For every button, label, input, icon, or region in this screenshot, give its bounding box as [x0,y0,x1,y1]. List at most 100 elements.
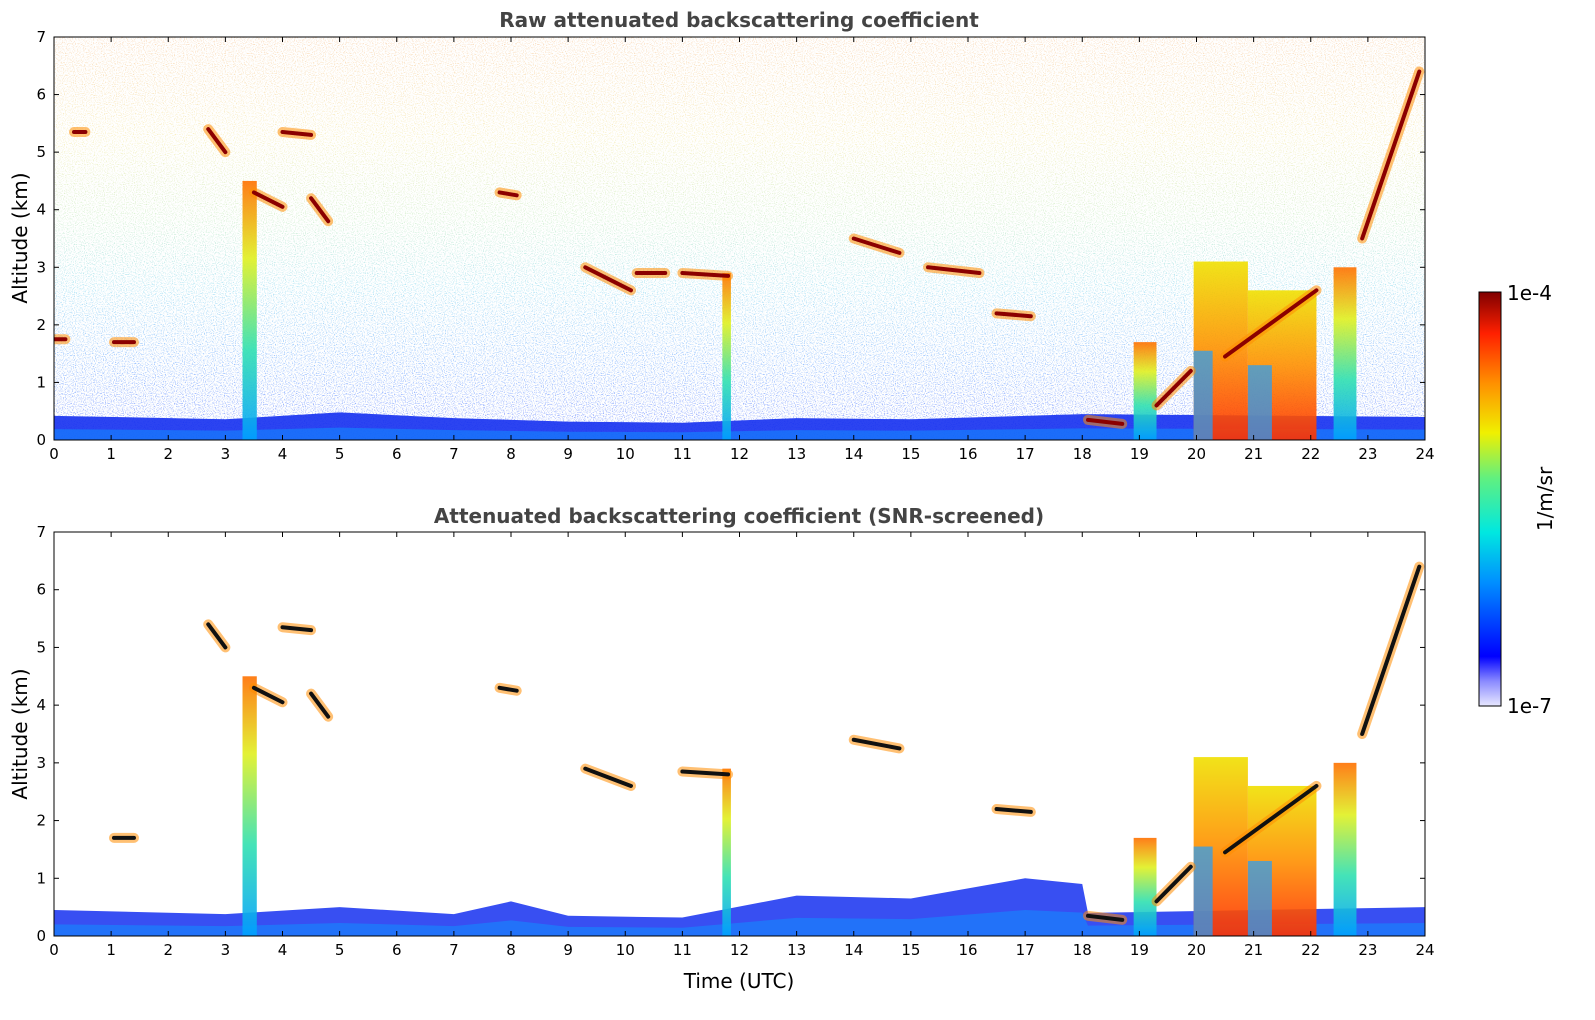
y-tick-label: 2 [36,812,46,830]
x-tick-label: 24 [1415,445,1434,463]
y-axis: 0 1 2 3 4 5 6 7 [36,28,1425,449]
x-tick-label: 23 [1358,445,1377,463]
y-tick-label: 6 [36,581,46,599]
x-axis: 0 1 2 3 4 5 6 7 8 9 10 11 12 13 14 15 16 17 18 19 20 21 22 23 24 [49,532,1435,959]
cloud-layer [497,685,519,693]
x-tick-label: 15 [901,445,920,463]
plume-column [242,676,257,936]
cloud-layer [583,766,633,788]
x-axis-label: Time (UTC) [683,969,795,993]
x-tick-label: 11 [673,941,692,959]
x-tick-label: 1 [106,445,116,463]
x-tick-label: 0 [49,941,59,959]
x-tick-label: 14 [844,445,863,463]
cloud-layer [1154,368,1193,408]
cloud-layer [1154,864,1193,904]
cloud-layer [851,236,902,255]
x-tick-label: 3 [221,445,231,463]
x-tick-label: 12 [730,941,749,959]
x-tick-label: 5 [335,941,345,959]
cloud-layer [251,685,285,705]
x-tick-label: 13 [787,941,806,959]
x-tick-label: 8 [506,445,516,463]
x-tick-label: 4 [278,445,288,463]
colorbar-max-label: 1e-4 [1507,281,1552,305]
x-tick-label: 11 [673,445,692,463]
x-tick-label: 19 [1130,445,1149,463]
cloud-layer [280,625,314,633]
x-tick-label: 20 [1187,445,1206,463]
cloud-layer [1360,69,1422,241]
cloud-layer [1085,417,1125,426]
y-tick-label: 5 [36,638,46,656]
plume-column [1333,762,1357,936]
y-tick-label: 4 [36,696,46,714]
plume-column-core [1193,846,1213,936]
x-tick-label: 17 [1016,941,1035,959]
cloud-layer [1223,783,1319,855]
boundary-layer-core [54,910,1425,936]
y-axis-label: Altitude (km) [8,172,32,303]
x-tick-label: 23 [1358,941,1377,959]
snr-screened-panel: Attenuated backscattering coefficient (S… [8,504,1435,993]
plume-column-core [1247,365,1272,440]
cloud-layer [309,196,331,224]
y-tick-label: 0 [36,431,46,449]
y-tick-label: 1 [36,373,46,391]
cloud-layer [1085,913,1125,922]
cloud-layer [926,265,982,276]
x-tick-label: 19 [1130,941,1149,959]
y-tick-label: 5 [36,143,46,161]
x-tick-label: 8 [506,941,516,959]
plume-column-core [1247,860,1272,936]
x-tick-label: 15 [901,941,920,959]
panel-title: Raw attenuated backscattering coefficien… [499,8,979,32]
heatmap-features [54,66,1425,440]
cloud-layer [206,622,228,650]
y-tick-label: 4 [36,201,46,219]
heatmap-features [54,561,1425,936]
x-tick-label: 12 [730,445,749,463]
plume-column [1133,342,1157,440]
x-tick-label: 17 [1016,445,1035,463]
y-tick-label: 2 [36,316,46,334]
x-tick-label: 16 [958,445,977,463]
x-tick-label: 5 [335,445,345,463]
y-tick-label: 0 [36,927,46,945]
x-tick-label: 6 [392,941,402,959]
plot-area [54,37,1425,440]
x-tick-label: 0 [49,445,59,463]
y-axis: 0 1 2 3 4 5 6 7 [36,523,1425,945]
cloud-layer [1223,288,1319,359]
raw-backscatter-panel: Raw attenuated backscattering coefficien… [8,8,1435,463]
cloud-layer [851,737,902,751]
x-tick-label: 21 [1244,941,1263,959]
x-tick-label: 18 [1073,445,1092,463]
cloud-layer [280,129,314,137]
x-tick-label: 22 [1301,445,1320,463]
x-tick-label: 2 [163,445,173,463]
x-tick-label: 3 [221,941,231,959]
cloud-layer [994,311,1033,319]
y-tick-label: 1 [36,869,46,887]
y-tick-label: 7 [36,28,46,46]
x-tick-label: 7 [449,941,459,959]
plume-column [1333,267,1357,440]
x-tick-label: 9 [563,445,573,463]
x-tick-label: 13 [787,445,806,463]
x-tick-label: 2 [163,941,173,959]
cloud-layer [251,190,285,209]
x-axis: 0 1 2 3 4 5 6 7 8 9 10 11 12 13 14 15 16 17 18 19 20 21 22 23 24 [49,37,1435,463]
y-axis-label: Altitude (km) [8,668,32,799]
cloud-layer [206,127,228,155]
x-tick-label: 4 [278,941,288,959]
x-tick-label: 7 [449,445,459,463]
cloud-layer [680,271,731,278]
plume-column [722,768,731,936]
x-tick-label: 16 [958,941,977,959]
colorbar-min-label: 1e-7 [1507,694,1552,718]
cloud-layer [309,691,331,719]
x-tick-label: 6 [392,445,402,463]
cloud-layer [497,190,519,198]
